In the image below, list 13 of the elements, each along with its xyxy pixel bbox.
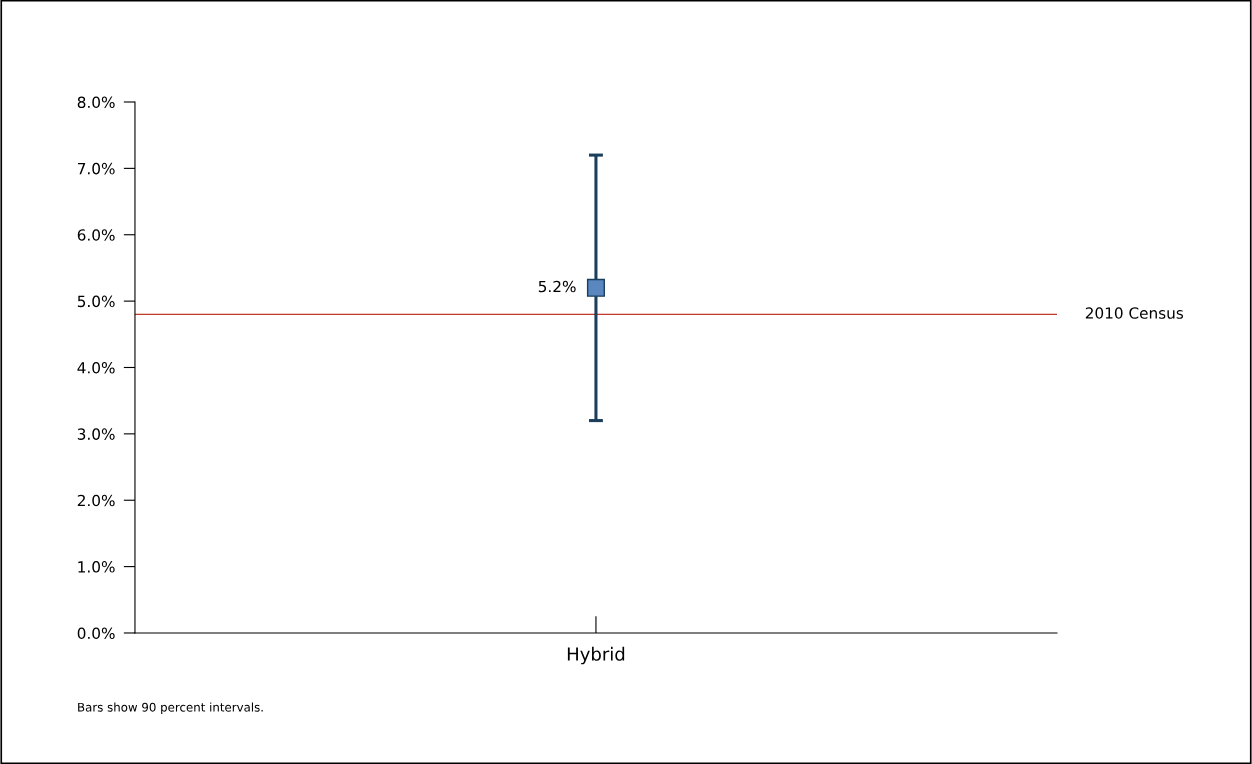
- y-tick-label: 2.0%: [77, 494, 115, 507]
- y-tick-label: 5.0%: [77, 295, 115, 308]
- ref-line-label: 2010 Census: [1085, 307, 1184, 319]
- y-tick-label: 3.0%: [77, 428, 115, 440]
- y-tick-label: 8.0%: [77, 96, 115, 109]
- x-tick-label: Hybrid: [567, 646, 625, 665]
- y-tick-label: 7.0%: [77, 162, 115, 175]
- y-tick-label: 1.0%: [78, 561, 115, 573]
- y-tick-label: 4.0%: [77, 361, 115, 374]
- y-tick-label: 6.0%: [77, 229, 115, 241]
- text: Bars show 90 percent intervals.: [78, 702, 263, 714]
- data-label: 5.2%: [538, 280, 576, 293]
- y-tick-label: 0.0%: [77, 627, 115, 639]
